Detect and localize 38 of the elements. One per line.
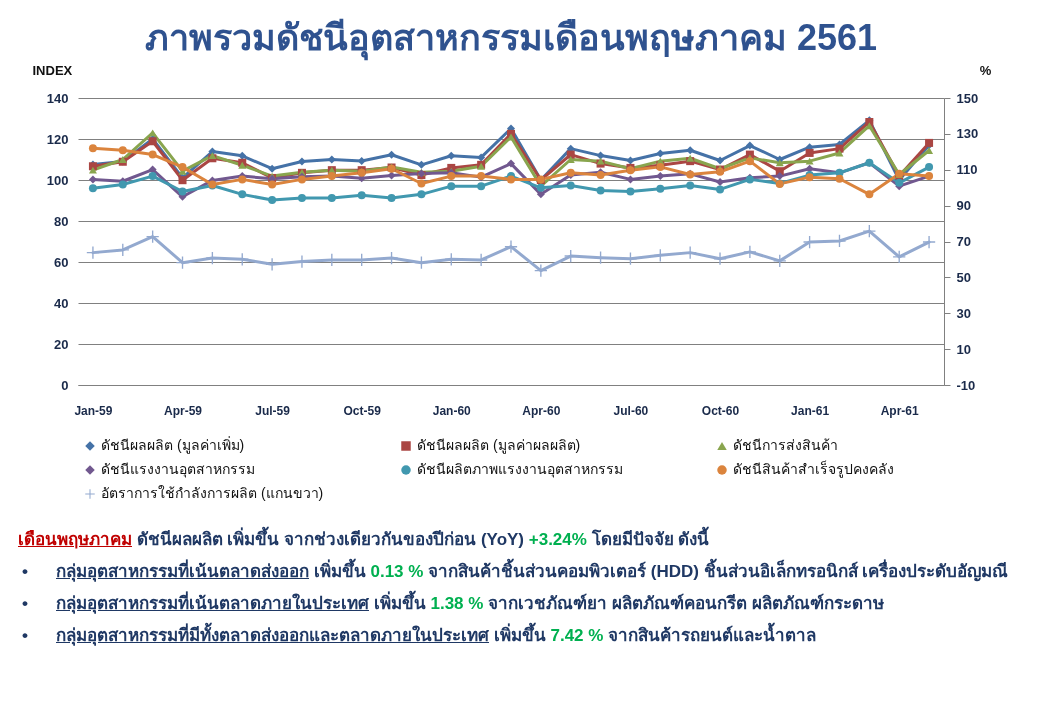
x-tick-label: Jan-60 <box>432 403 472 418</box>
y2-tick-label: -10 <box>956 377 976 393</box>
y-tick-label: 40 <box>54 295 69 311</box>
legend-label: ดัชนีสินค้าสำเร็จรูปคงคลัง <box>733 460 894 478</box>
y-tick-label: 0 <box>61 377 69 393</box>
y2-tick-label: 90 <box>956 198 971 214</box>
x-tick-label: Oct-59 <box>343 403 382 418</box>
x-tick-label: Apr-61 <box>880 403 920 418</box>
y-axis-title: INDEX <box>32 62 73 78</box>
legend-label: ดัชนีการส่งสินค้า <box>733 437 838 453</box>
y-tick-label: 140 <box>46 90 69 106</box>
y2-tick-label: 150 <box>956 90 979 106</box>
y-tick-label: 60 <box>54 254 69 270</box>
y-tick-label: 80 <box>54 213 69 229</box>
legend-label: ดัชนีผลิตภาพแรงงานอุตสาหกรรม <box>417 461 623 478</box>
y-tick-label: 20 <box>54 336 69 352</box>
x-tick-label: Jul-59 <box>255 403 291 418</box>
x-tick-label: Oct-60 <box>701 403 740 418</box>
y2-tick-label: 110 <box>956 162 978 178</box>
y2-tick-label: 70 <box>956 234 971 249</box>
x-tick-label: Jan-59 <box>74 403 113 418</box>
text: เดือนพฤษภาคม ดัชนีผลผลิต เพิ่มขึ้น จากช่วงเดียวกันของปีก่อน (YoY) +3.24% โดยมีปัจจัย ดังนี้ <box>18 525 711 551</box>
x-tick-label: Apr-60 <box>522 403 561 418</box>
y-tick-label: 120 <box>46 131 69 147</box>
legend-label: ดัชนีผลผลิต (มูลค่าเพิ่ม) <box>101 436 245 454</box>
y2-axis-title: % <box>979 62 992 78</box>
y2-tick-label: 30 <box>956 305 971 321</box>
legend-label: ดัชนีผลผลิต (มูลค่าผลผลิต) <box>417 437 581 454</box>
chart-title: ภาพรวมดัชนีอุตสาหกรรมเดือนพฤษภาคม 2561 <box>144 17 878 61</box>
x-tick-label: Apr-59 <box>164 403 203 418</box>
y2-tick-label: 50 <box>956 269 971 285</box>
legend-label: ดัชนีแรงงานอุตสาหกรรม <box>101 461 255 478</box>
x-tick-label: Jul-60 <box>613 403 649 418</box>
y-tick-label: 100 <box>46 172 69 188</box>
y2-tick-label: 10 <box>956 341 971 357</box>
x-tick-label: Jan-61 <box>791 403 830 418</box>
y2-tick-label: 130 <box>956 126 979 142</box>
legend-label: อัตราการใช้กำลังการผลิต (แกนขวา) <box>101 485 324 501</box>
